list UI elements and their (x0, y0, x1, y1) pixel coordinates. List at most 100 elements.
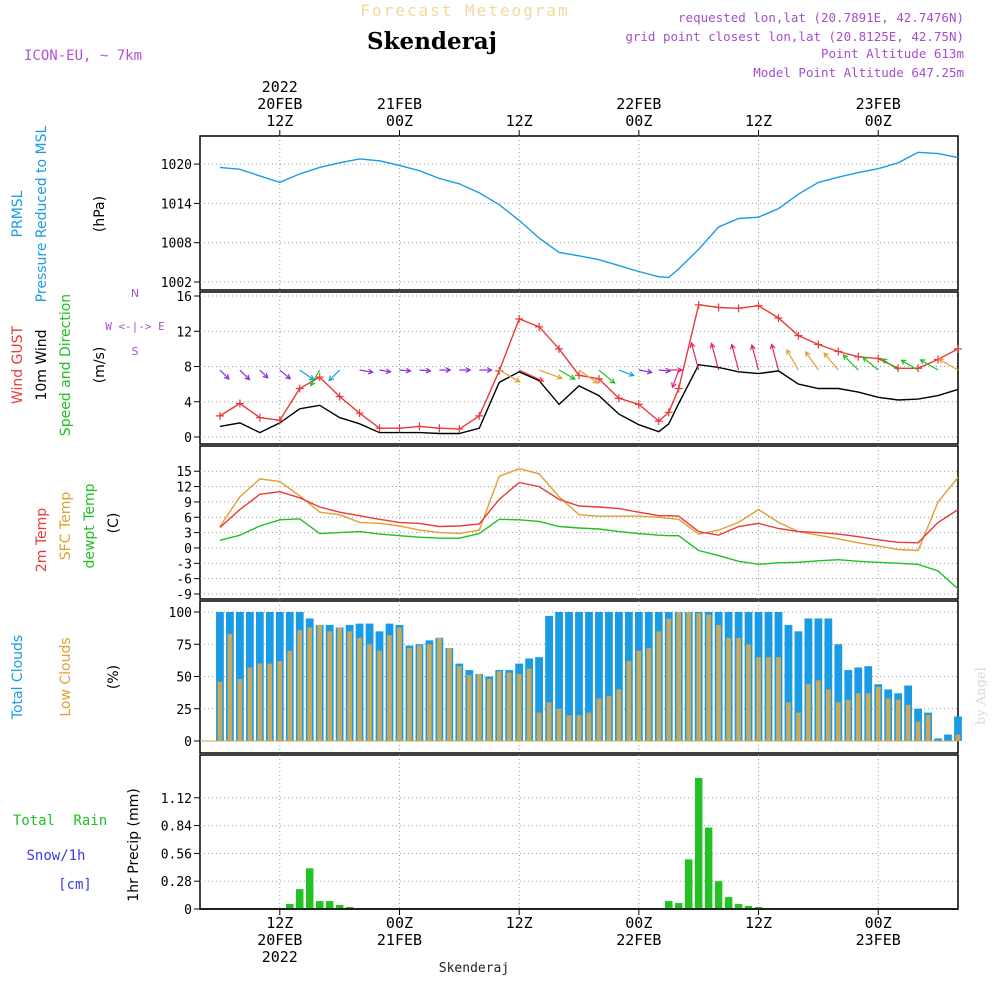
wind-direction-arrow (658, 369, 671, 372)
low-cloud-bar (417, 645, 422, 741)
wind-side-label-10m: 10m Wind (34, 329, 50, 400)
pressure-line (219, 151, 959, 279)
wind-direction-arrow (419, 369, 431, 372)
low-cloud-bar (586, 712, 592, 741)
top-time-label: 20FEB (257, 95, 302, 113)
wind-arrow-head (671, 382, 677, 389)
y-tick-label-pressure: 1014 (161, 197, 192, 212)
wind-arrow-head (556, 374, 563, 380)
wind-arrow-head (592, 378, 599, 384)
wind-direction-arrow (359, 369, 373, 373)
low-cloud-bar (746, 644, 751, 741)
wind-direction-arrow (239, 369, 250, 381)
panel-frame-precip (199, 754, 959, 910)
clouds-side-label-total: Total Clouds (10, 635, 26, 720)
y-tick-label-clouds: 0 (184, 735, 192, 750)
wind-direction-arrow (328, 369, 341, 381)
low-cloud-bar (736, 637, 741, 741)
low-cloud-bar (646, 648, 652, 741)
total-cloud-bar (784, 624, 793, 741)
gust-marker (335, 392, 344, 401)
gust-marker (834, 347, 843, 356)
gust-marker (315, 373, 324, 382)
gust-marker (235, 399, 244, 408)
total-cloud-bar (605, 612, 613, 741)
wind-arrow-head (262, 372, 269, 379)
wind-direction-arrow (671, 369, 680, 388)
gust-marker (694, 300, 703, 309)
low-cloud-bar (875, 686, 881, 741)
gust-marker (435, 424, 444, 433)
wind-direction-arrow (259, 369, 269, 379)
wind-direction-arrow (598, 369, 615, 384)
gust-marker (575, 371, 583, 380)
gust-marker (355, 409, 364, 418)
gridpoint-label: grid point closest lon,lat (20.8125E, 42… (625, 29, 964, 44)
low-cloud-bar (347, 631, 352, 741)
y-tick-label-clouds: 50 (176, 671, 192, 686)
bottom-time-label: 12Z (506, 914, 533, 932)
low-cloud-bar (327, 631, 332, 741)
rain-bar (286, 904, 294, 909)
gust-marker (614, 394, 623, 403)
wind-direction-arrow (771, 344, 780, 371)
low-cloud-bar (656, 631, 662, 741)
y-tick-label-temperature: 3 (184, 527, 192, 542)
gust-marker (754, 301, 763, 310)
y-tick-label-precip: 0.28 (161, 875, 192, 890)
low-cloud-bar (676, 612, 682, 741)
low-cloud-bar (855, 693, 861, 741)
wind-arrow-head (937, 358, 945, 364)
wind-arrow-head (750, 343, 756, 351)
wind-side-label-gust: Wind GUST (10, 325, 26, 404)
wind-direction-arrow (299, 369, 315, 381)
y-tick-label-temperature: 0 (184, 542, 192, 557)
gust-marker (535, 322, 544, 331)
low-cloud-bar (307, 627, 313, 741)
gust-marker (854, 352, 863, 361)
gust-marker (255, 413, 264, 422)
wind-arrow-head (769, 343, 776, 350)
wind-direction-arrow (279, 369, 291, 380)
low-cloud-bar (227, 633, 233, 741)
y-tick-label-temperature: 15 (176, 465, 192, 480)
wind-arrow-head (709, 342, 716, 349)
rain-bar (665, 901, 673, 909)
bottom-time-label: 12Z (266, 914, 293, 932)
gust-marker (455, 425, 464, 434)
wind-direction-arrow (882, 358, 899, 371)
wind-arrow-head (823, 352, 829, 359)
top-time-label: 21FEB (377, 95, 422, 113)
low-cloud-bar (835, 702, 841, 741)
low-cloud-bar (756, 657, 761, 741)
y-tick-label-precip: 0.84 (161, 820, 192, 835)
y-tick-label-clouds: 100 (169, 606, 192, 621)
y-tick-label-temperature: 9 (184, 496, 192, 511)
precip-label-snow: Snow/1h (26, 848, 85, 864)
wind-arrow-head (514, 377, 521, 383)
model-altitude: Model Point Altitude 647.25m (753, 65, 964, 80)
rain-bar (305, 868, 314, 909)
low-cloud-bar (476, 673, 482, 741)
low-cloud-bar (566, 715, 572, 741)
wind-direction-arrow (786, 349, 799, 371)
wind-arrow-head (842, 354, 849, 360)
wind-arrow-head (862, 356, 868, 363)
rain-bar (345, 907, 354, 909)
wind-arrow-head (919, 359, 926, 365)
rain-bar (744, 906, 753, 909)
wind10m-line (219, 363, 959, 435)
rain-bar (295, 889, 304, 909)
low-cloud-bar (217, 681, 223, 741)
wind-arrow-head (804, 350, 811, 357)
pressure-side-label-2: Pressure Reduced to MSL (34, 125, 50, 302)
panel-frame-wind (199, 291, 959, 445)
gust-marker (714, 303, 723, 312)
low-cloud-bar (885, 698, 891, 741)
wind-direction-arrow (379, 369, 391, 373)
wind-direction-arrow (498, 369, 520, 383)
low-cloud-bar (826, 689, 831, 741)
wind-direction-arrow (618, 369, 634, 376)
low-cloud-bar (686, 612, 692, 741)
low-cloud-bar (786, 702, 791, 741)
